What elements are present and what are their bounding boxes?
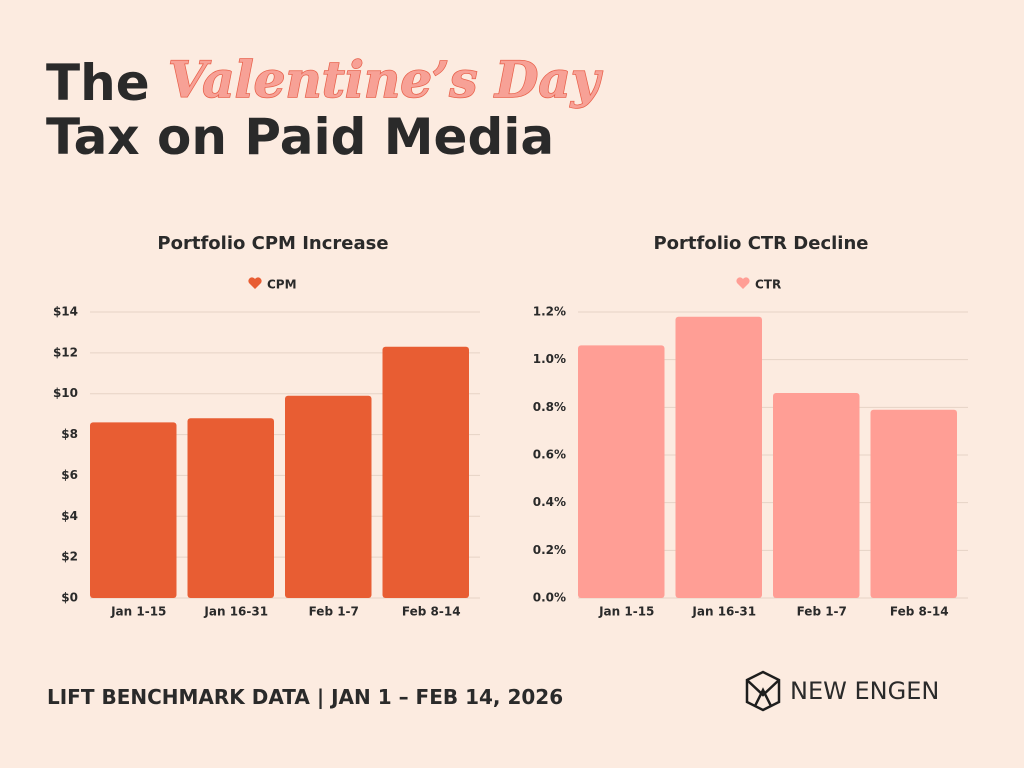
brand-logo — [745, 670, 781, 712]
bar — [578, 345, 665, 598]
chart-title: Portfolio CPM Increase — [157, 233, 388, 254]
y-tick-label: 1.0% — [533, 352, 566, 366]
footer-source: LIFT BENCHMARK DATA | JAN 1 – FEB 14, 20… — [47, 685, 563, 709]
y-tick-label: 1.2% — [533, 305, 566, 319]
x-tick-label: Feb 1-7 — [797, 605, 847, 619]
y-tick-label: 0.6% — [533, 448, 566, 462]
x-tick-label: Jan 1-15 — [110, 605, 166, 619]
chart-title: Portfolio CTR Decline — [653, 233, 868, 254]
y-tick-label: $2 — [61, 550, 78, 564]
y-tick-label: $0 — [61, 591, 78, 605]
x-tick-label: Feb 8-14 — [402, 605, 461, 619]
brand-name: NEW ENGEN — [790, 677, 939, 705]
legend-label: CTR — [755, 278, 781, 292]
y-tick-label: 0.8% — [533, 400, 566, 414]
y-tick-label: $14 — [53, 305, 78, 319]
x-tick-label: Jan 16-31 — [203, 605, 268, 619]
y-tick-label: 0.2% — [533, 543, 566, 557]
x-tick-label: Jan 16-31 — [691, 605, 756, 619]
bar — [382, 346, 469, 598]
x-tick-label: Feb 8-14 — [890, 605, 949, 619]
title-script: Valentine’s Day — [168, 50, 603, 109]
y-tick-label: 0.4% — [533, 495, 566, 509]
legend-heart — [736, 277, 750, 289]
x-tick-label: Jan 1-15 — [598, 605, 654, 619]
bar — [773, 393, 860, 598]
title-start: The — [46, 54, 150, 112]
x-tick-label: Feb 1-7 — [309, 605, 359, 619]
y-tick-label: 0.0% — [533, 591, 566, 605]
y-tick-label: $6 — [61, 468, 78, 482]
bar — [187, 418, 274, 598]
bar — [675, 316, 762, 598]
y-tick-label: $4 — [61, 509, 78, 523]
y-tick-label: $12 — [53, 345, 78, 359]
bar — [285, 395, 372, 598]
legend-label: CPM — [267, 278, 297, 292]
y-tick-label: $10 — [53, 386, 78, 400]
bar — [870, 409, 957, 598]
bar — [90, 422, 177, 598]
legend-heart — [248, 277, 262, 289]
y-tick-label: $8 — [61, 427, 78, 441]
title-line2: Tax on Paid Media — [46, 108, 554, 166]
